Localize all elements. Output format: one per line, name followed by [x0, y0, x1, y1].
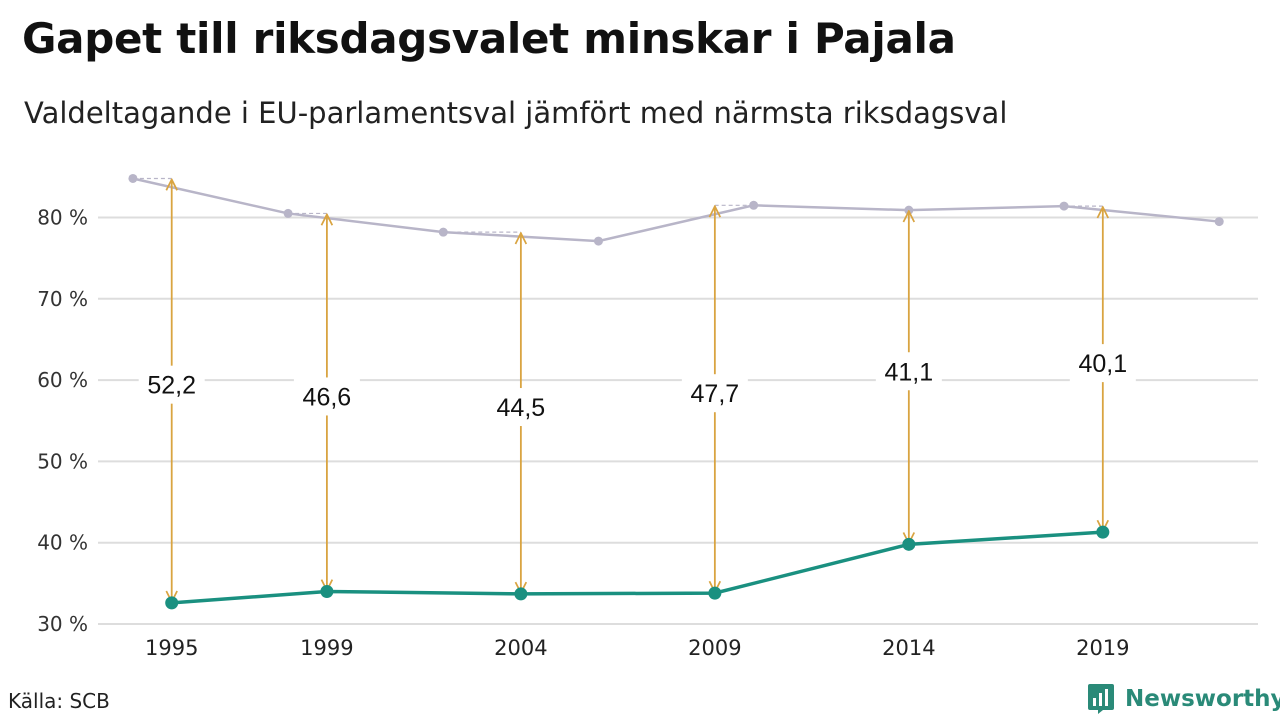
y-tick-label: 40 %: [37, 531, 88, 555]
eu-point: [514, 587, 528, 601]
eu-point: [902, 537, 916, 551]
source-note: Källa: SCB: [8, 689, 110, 713]
gap-label-bg: [1069, 344, 1136, 383]
brand-name: Newsworthy: [1125, 686, 1280, 712]
eu-point: [1096, 525, 1110, 539]
y-tick-label: 30 %: [37, 612, 88, 636]
riksdag-series-line: [132, 177, 1220, 243]
eu-point: [320, 584, 334, 598]
gap-label-bg: [875, 352, 942, 391]
eu-series-line: [171, 530, 1103, 605]
x-tick-label: 2004: [494, 636, 547, 660]
y-tick-label: 60 %: [37, 368, 88, 392]
y-tick-label: 50 %: [37, 449, 88, 473]
gap-label: 52,2: [147, 372, 196, 400]
eu-point: [165, 596, 179, 610]
chart-title: Gapet till riksdagsvalet minskar i Pajal…: [22, 14, 956, 63]
brand-logo: Newsworthy: [1086, 683, 1280, 715]
riksdag-point: [1214, 217, 1224, 227]
gap-label-bg: [293, 377, 360, 416]
eu-point: [708, 586, 722, 600]
gap-label-bg: [487, 388, 554, 427]
gap-label: 40,1: [1078, 350, 1127, 378]
x-tick-label: 2014: [882, 636, 935, 660]
gap-label-bg: [681, 374, 748, 413]
y-tick-label: 70 %: [37, 287, 88, 311]
gap-label: 44,5: [497, 394, 546, 422]
gap-label: 47,7: [691, 380, 740, 408]
gap-label-bg: [138, 365, 205, 404]
gap-label: 46,6: [303, 383, 352, 411]
x-tick-label: 1999: [300, 636, 353, 660]
gap-label: 41,1: [885, 358, 934, 386]
chart-subtitle: Valdeltagande i EU-parlamentsval jämfört…: [24, 96, 1008, 130]
x-tick-label: 1995: [145, 636, 198, 660]
x-tick-label: 2009: [688, 636, 741, 660]
riksdag-point: [593, 236, 603, 246]
x-tick-label: 2019: [1076, 636, 1129, 660]
bar-chart-icon: [1088, 684, 1114, 714]
y-tick-label: 80 %: [37, 206, 88, 230]
